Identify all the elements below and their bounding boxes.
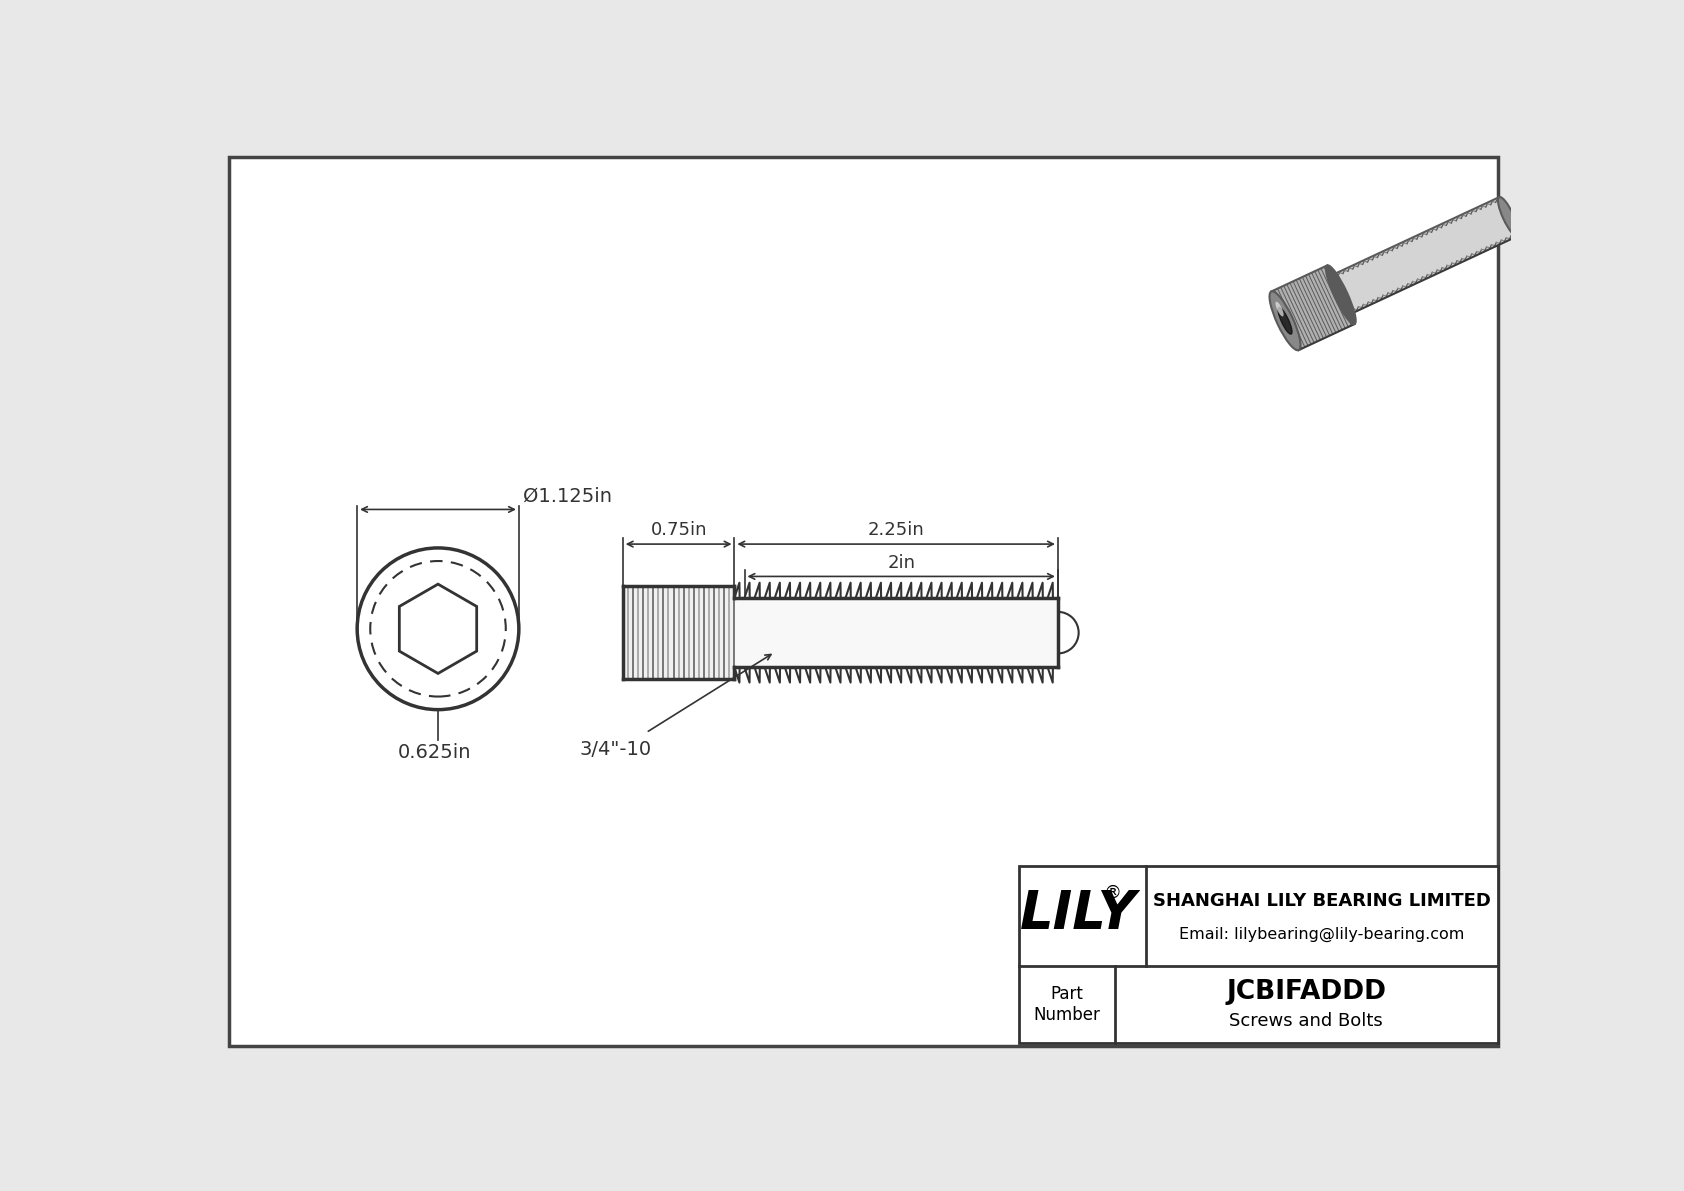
Text: Part
Number: Part Number [1034, 985, 1100, 1024]
Text: JCBIFADDD: JCBIFADDD [1226, 979, 1386, 1005]
Ellipse shape [1499, 197, 1519, 236]
Text: SHANGHAI LILY BEARING LIMITED: SHANGHAI LILY BEARING LIMITED [1152, 892, 1490, 910]
Text: Ø1.125in: Ø1.125in [522, 487, 611, 506]
Text: 0.75in: 0.75in [650, 522, 707, 540]
Polygon shape [399, 584, 477, 673]
Text: ®: ® [1105, 884, 1122, 902]
Text: 3/4"-10: 3/4"-10 [579, 741, 652, 760]
Text: Email: lilybearing@lily-bearing.com: Email: lilybearing@lily-bearing.com [1179, 927, 1465, 942]
Ellipse shape [1275, 301, 1283, 317]
Polygon shape [1332, 198, 1517, 314]
Text: 0.625in: 0.625in [397, 743, 472, 762]
Bar [623, 586, 734, 679]
Bar [1019, 866, 1497, 1043]
Ellipse shape [1270, 292, 1300, 350]
Text: LILY: LILY [1021, 887, 1137, 940]
Polygon shape [1271, 266, 1354, 350]
Ellipse shape [1325, 266, 1356, 324]
Ellipse shape [1278, 307, 1292, 333]
Text: 2in: 2in [887, 554, 914, 572]
Text: 2.25in: 2.25in [867, 522, 925, 540]
Bar [734, 598, 1058, 667]
Text: Screws and Bolts: Screws and Bolts [1229, 1012, 1383, 1030]
